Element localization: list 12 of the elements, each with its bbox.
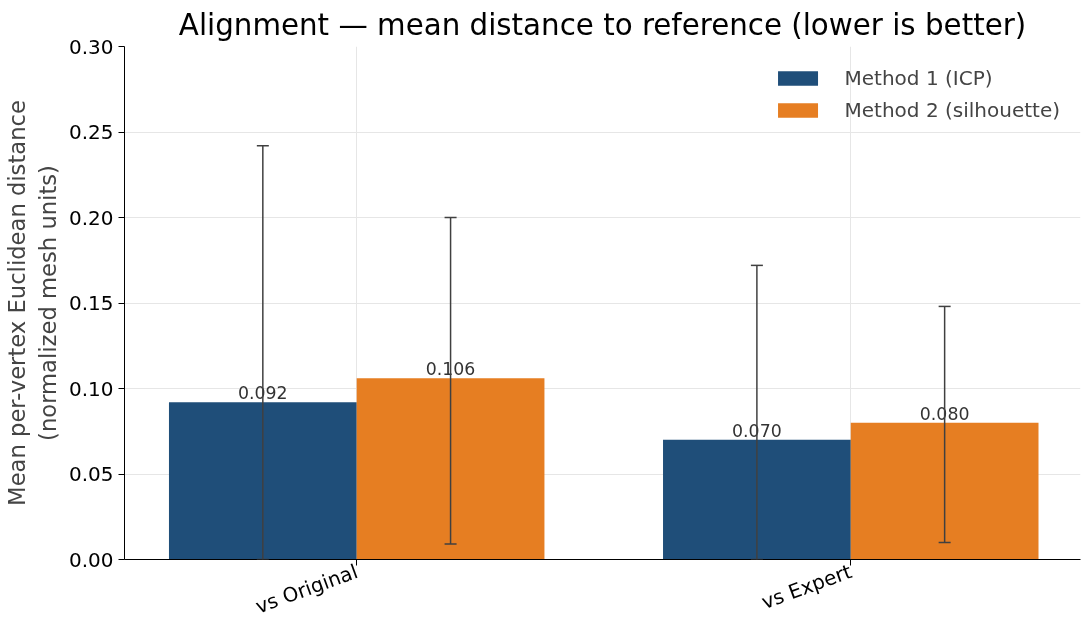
legend-label: Method 1 (ICP) xyxy=(844,66,993,90)
y-tick-label: 0.10 xyxy=(68,376,114,401)
y-axis-title: Mean per-vertex Euclidean distance (normalized mesh units) xyxy=(3,100,61,506)
legend-label: Method 2 (silhouette) xyxy=(844,98,1060,122)
chart-title: Alignment — mean distance to reference (lower is better) xyxy=(178,7,1027,42)
y-tick-label: 0.00 xyxy=(68,547,114,572)
y-tick-label: 0.20 xyxy=(68,205,114,230)
y-tick-label: 0.25 xyxy=(68,120,114,144)
y-tick-label: 0.30 xyxy=(68,34,114,59)
y-tick-label: 0.05 xyxy=(68,462,114,486)
y-tick-label: 0.15 xyxy=(68,291,114,315)
x-tick-label: vs Expert xyxy=(758,559,856,614)
